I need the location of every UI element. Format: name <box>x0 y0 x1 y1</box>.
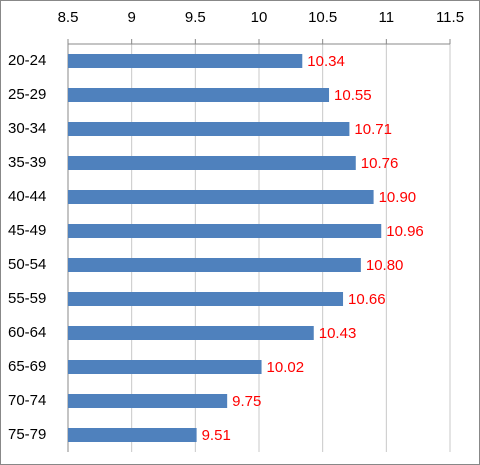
bar <box>68 190 374 204</box>
bar <box>68 258 361 272</box>
x-tick-label: 9.5 <box>185 9 206 26</box>
y-tick-label: 25-29 <box>8 86 46 103</box>
y-tick-label: 65-69 <box>8 358 46 375</box>
data-label: 10.66 <box>348 291 386 308</box>
data-label: 10.90 <box>379 189 417 206</box>
bar <box>68 156 356 170</box>
x-tick-label: 11.5 <box>436 9 464 26</box>
data-label: 10.71 <box>354 121 392 138</box>
x-tick-label: 9 <box>127 9 135 26</box>
x-tick-label: 10.5 <box>308 9 337 26</box>
y-tick-label: 40-44 <box>8 188 46 205</box>
y-tick-label: 45-49 <box>8 222 46 239</box>
data-label: 10.34 <box>307 53 345 70</box>
data-label: 10.80 <box>366 257 404 274</box>
data-label: 10.43 <box>319 325 357 342</box>
x-tick-label: 8.5 <box>58 9 79 26</box>
y-tick-label: 55-59 <box>8 290 46 307</box>
y-tick-label: 30-34 <box>8 120 46 137</box>
x-tick-label: 10 <box>251 9 268 26</box>
y-tick-label: 50-54 <box>8 256 46 273</box>
x-tick-label: 11 <box>379 9 395 26</box>
bar <box>68 360 262 374</box>
data-label: 10.76 <box>361 155 399 172</box>
y-tick-label: 75-79 <box>8 426 46 443</box>
bar <box>68 88 330 102</box>
data-label: 10.96 <box>386 223 424 240</box>
bar <box>68 326 314 340</box>
data-label: 10.55 <box>334 87 372 104</box>
data-label: 10.02 <box>267 359 305 376</box>
bar <box>68 292 344 306</box>
bar <box>68 54 303 68</box>
y-tick-label: 35-39 <box>8 154 46 171</box>
bar <box>68 394 228 408</box>
data-label: 9.51 <box>202 427 231 444</box>
data-label: 9.75 <box>232 393 261 410</box>
bar <box>68 224 382 238</box>
bar <box>68 428 197 442</box>
y-tick-label: 70-74 <box>8 392 46 409</box>
bar <box>68 122 350 136</box>
y-tick-label: 60-64 <box>8 324 46 341</box>
y-tick-label: 20-24 <box>8 52 46 69</box>
